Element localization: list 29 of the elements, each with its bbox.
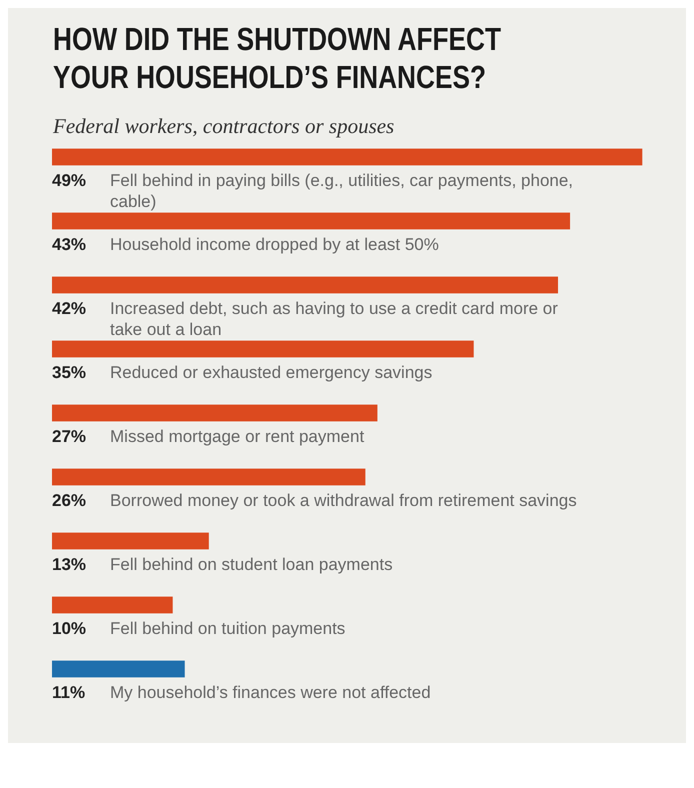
bar [52,404,378,422]
bar [52,212,570,230]
y-tick-label: Reduced or exhausted emergency savings [110,363,432,382]
y-tick-label: Fell behind on student loan payments [110,555,393,574]
bar [52,148,642,166]
data-label: 43% [52,235,86,254]
chart-title: HOW DID THE SHUTDOWN AFFECT YOUR HOUSEHOLD’S FINANCES? [53,20,502,96]
y-tick-label: Increased debt, such as having to use a credit card more or take out a loan [110,299,558,340]
y-tick-label: My household’s finances were not affected [110,683,431,702]
data-label: 13% [52,555,86,574]
bar [52,468,366,486]
data-label: 49% [52,171,86,190]
y-tick-label: Household income dropped by at least 50% [110,235,439,254]
bar [52,596,173,614]
bar [52,532,209,550]
data-label: 10% [52,619,86,638]
y-tick-label: Borrowed money or took a withdrawal from retirement savings [110,491,577,510]
data-label: 42% [52,299,86,318]
bar [52,660,185,678]
y-tick-label: Fell behind in paying bills (e.g., utilities, car payments, phone, cable) [110,171,574,212]
chart-subtitle: Federal workers, contractors or spouses [53,114,396,139]
data-label: 11% [52,683,86,702]
data-label: 35% [52,363,86,382]
y-tick-label: Missed mortgage or rent payment [110,427,364,446]
data-label: 27% [52,427,86,446]
data-label: 26% [52,491,86,510]
bar [52,340,474,358]
bar [52,276,558,294]
y-tick-label: Fell behind on tuition payments [110,619,346,638]
